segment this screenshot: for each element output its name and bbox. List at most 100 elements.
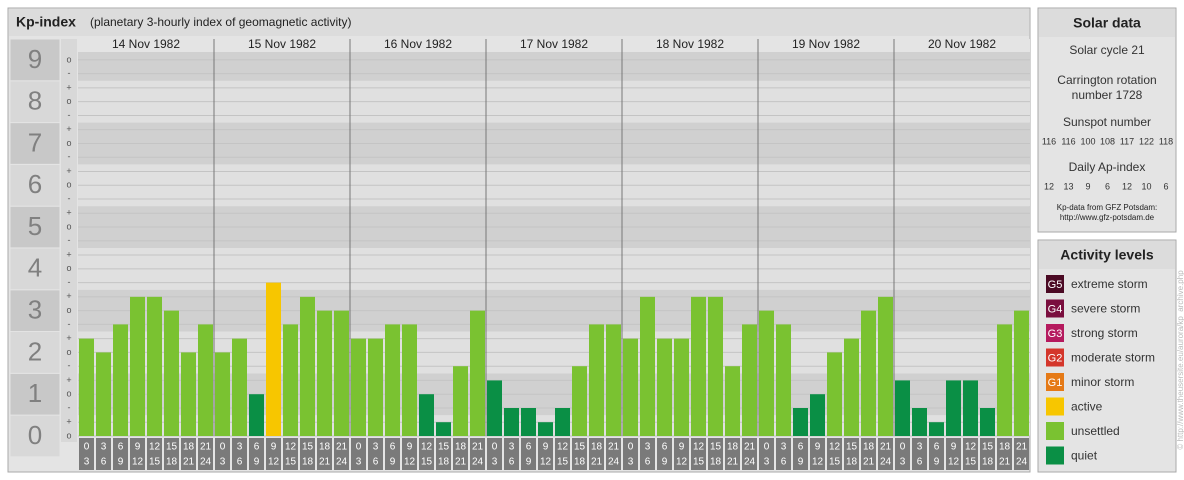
- hour-start: 12: [149, 442, 161, 453]
- y-label-box: [9, 372, 61, 416]
- y-label-box: [9, 414, 61, 458]
- carrington: Carrington rotation: [1057, 73, 1156, 87]
- hour-cell: [623, 438, 638, 470]
- minor-tick-label: -: [68, 319, 71, 329]
- hour-cell: [198, 438, 213, 470]
- hour-cell: [657, 438, 672, 470]
- bar: [572, 366, 587, 436]
- level-name: quiet: [1071, 449, 1098, 463]
- minor-tick-label: o: [66, 138, 71, 148]
- hour-end: 18: [438, 457, 450, 468]
- hour-end: 3: [356, 457, 362, 468]
- hour-end: 24: [200, 457, 212, 468]
- bar: [385, 324, 400, 436]
- source: Kp-data from GFZ Potsdam:: [1057, 203, 1157, 212]
- bar: [504, 408, 519, 436]
- y-tick-label: 2: [28, 336, 42, 366]
- hour-start: 3: [509, 442, 515, 453]
- minor-tick-label: +: [66, 249, 71, 259]
- minor-tick-label: o: [66, 54, 71, 64]
- bar: [776, 324, 791, 436]
- minor-tick-label: o: [66, 305, 71, 315]
- level-swatch: [1046, 275, 1064, 293]
- hour-end: 3: [628, 457, 634, 468]
- levels-title-bar: [1039, 241, 1175, 269]
- bar: [810, 394, 825, 436]
- level-name: extreme storm: [1071, 277, 1148, 291]
- bar: [453, 366, 468, 436]
- bar: [96, 352, 111, 436]
- minor-tick-label: +: [66, 333, 71, 343]
- minor-tick-label: -: [68, 361, 71, 371]
- minor-tick-label: o: [66, 96, 71, 106]
- y-tick-label: 0: [28, 420, 42, 450]
- minor-tick-label: -: [68, 193, 71, 203]
- bar: [861, 310, 876, 436]
- level-name: strong storm: [1071, 326, 1138, 340]
- date-label: 16 Nov 1982: [384, 37, 452, 51]
- hour-cell: [249, 438, 264, 470]
- bar: [538, 422, 553, 436]
- hour-end: 12: [948, 457, 960, 468]
- watermark: © http://www.theusersite.eu/aurora/kp_ar…: [1176, 270, 1184, 450]
- hour-start: 0: [764, 442, 770, 453]
- hour-start: 15: [302, 442, 314, 453]
- bar: [181, 352, 196, 436]
- y-tick-label: 1: [28, 378, 42, 408]
- minor-tick-label: +: [66, 124, 71, 134]
- hour-start: 9: [543, 442, 549, 453]
- hour-cell: [929, 438, 944, 470]
- hour-cell: [776, 438, 791, 470]
- hour-cell: [453, 438, 468, 470]
- hour-start: 18: [183, 442, 195, 453]
- hour-cell: [912, 438, 927, 470]
- ap-label: Daily Ap-index: [1069, 160, 1146, 174]
- bar: [351, 338, 366, 436]
- level-swatch: [1046, 422, 1064, 440]
- minor-tick-label: -: [68, 235, 71, 245]
- level-name: minor storm: [1071, 375, 1134, 389]
- ap-value: 13: [1063, 181, 1073, 191]
- hour-end: 6: [373, 457, 379, 468]
- bar: [844, 338, 859, 436]
- minor-tick-label: +: [66, 166, 71, 176]
- bar: [827, 352, 842, 436]
- sunspot-value: 122: [1139, 136, 1154, 146]
- bar: [742, 324, 757, 436]
- minor-tick-label: +: [66, 375, 71, 385]
- date-label: 17 Nov 1982: [520, 37, 588, 51]
- hour-start: 15: [982, 442, 994, 453]
- hour-end: 15: [829, 457, 841, 468]
- hour-end: 18: [166, 457, 178, 468]
- date-label: 14 Nov 1982: [112, 37, 180, 51]
- minor-tick-label: +: [66, 208, 71, 218]
- hour-cell: [521, 438, 536, 470]
- hour-start: 21: [880, 442, 892, 453]
- ap-value: 6: [1163, 181, 1168, 191]
- hour-start: 9: [135, 442, 141, 453]
- hour-end: 9: [526, 457, 532, 468]
- date-label: 15 Nov 1982: [248, 37, 316, 51]
- hour-end: 21: [863, 457, 875, 468]
- hour-cell: [640, 438, 655, 470]
- minor-tick-label: +: [66, 291, 71, 301]
- hour-cell: [504, 438, 519, 470]
- y-tick-label: 3: [28, 295, 42, 325]
- hour-end: 6: [917, 457, 923, 468]
- hour-cell: [742, 438, 757, 470]
- hour-cell: [963, 438, 978, 470]
- hour-end: 9: [934, 457, 940, 468]
- hour-cell: [351, 438, 366, 470]
- levels-title: Activity levels: [1060, 247, 1154, 263]
- hour-end: 15: [557, 457, 569, 468]
- sunspot-value: 100: [1080, 136, 1095, 146]
- minor-tick-label: -: [68, 277, 71, 287]
- hour-end: 24: [472, 457, 484, 468]
- hour-end: 3: [84, 457, 90, 468]
- hour-cell: [674, 438, 689, 470]
- level-swatch: [1046, 397, 1064, 416]
- hour-end: 15: [965, 457, 977, 468]
- minor-tick-label: -: [68, 402, 71, 412]
- minor-tick-label: -: [68, 152, 71, 162]
- hour-end: 18: [574, 457, 586, 468]
